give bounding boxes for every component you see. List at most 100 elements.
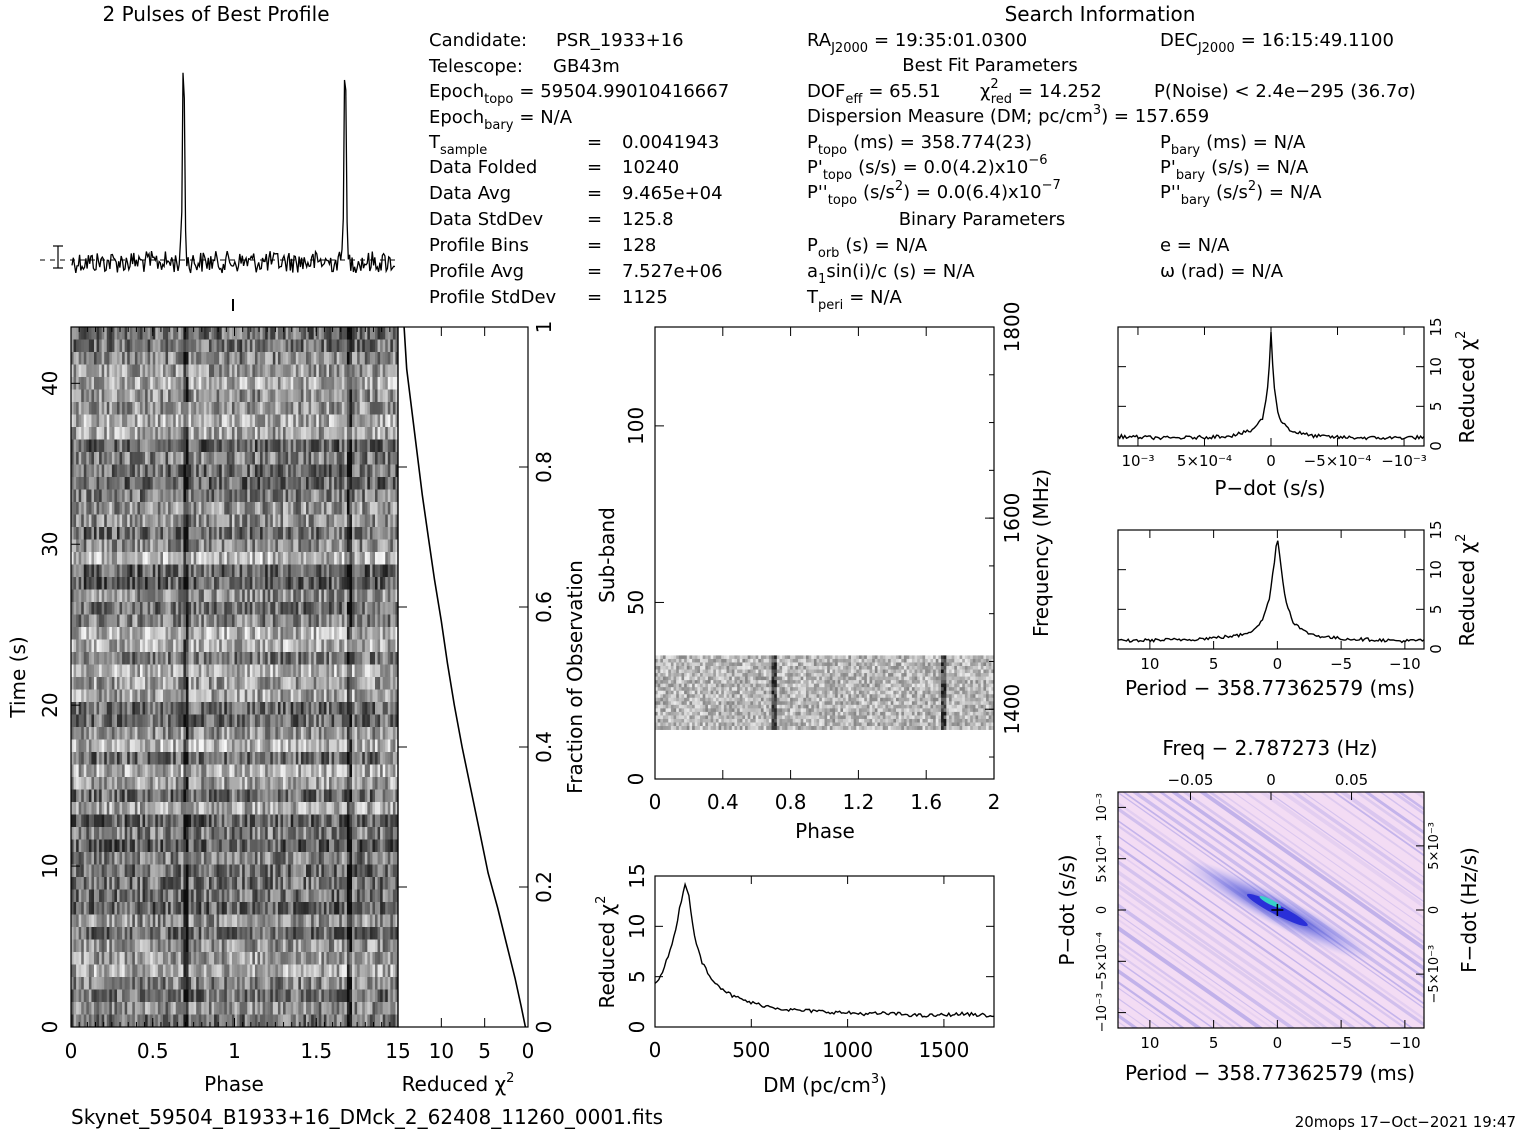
time-phase-cell xyxy=(201,752,205,765)
time-phase-cell xyxy=(73,364,77,378)
time-phase-cell xyxy=(244,764,248,778)
time-phase-cell xyxy=(275,452,279,465)
time-phase-cell xyxy=(267,377,271,390)
time-phase-cell xyxy=(334,514,338,528)
time-phase-cell xyxy=(122,614,126,628)
time-phase-cell xyxy=(124,339,128,353)
time-phase-cell xyxy=(244,602,248,615)
time-phase-cell xyxy=(303,714,307,728)
time-phase-cell xyxy=(380,327,384,340)
time-phase-cell xyxy=(214,452,218,465)
time-phase-cell xyxy=(334,652,338,665)
time-phase-cell xyxy=(111,802,115,815)
time-phase-cell xyxy=(150,564,154,578)
time-phase-cell xyxy=(119,327,123,340)
time-phase-cell xyxy=(111,664,115,678)
time-phase-cell xyxy=(326,702,330,715)
time-phase-cell xyxy=(237,502,240,515)
stat-label-5: Profile Avg xyxy=(429,261,524,282)
time-phase-cell xyxy=(109,464,113,478)
time-phase-cell xyxy=(382,439,386,453)
time-phase-cell xyxy=(78,727,82,740)
time-phase-cell xyxy=(122,364,126,378)
time-phase-cell xyxy=(214,489,218,503)
time-phase-cell xyxy=(99,352,103,365)
time-phase-cell xyxy=(265,514,269,528)
time-phase-cell xyxy=(216,377,220,390)
time-phase-cell xyxy=(96,589,100,603)
time-phase-cell xyxy=(216,777,220,790)
time-phase-cell xyxy=(114,702,118,715)
time-phase-cell xyxy=(247,727,251,740)
time-phase-cell xyxy=(308,439,312,453)
time-phase-cell xyxy=(387,727,391,740)
time-phase-cell xyxy=(367,614,371,628)
time-phase-cell xyxy=(349,414,353,428)
time-phase-cell xyxy=(78,764,82,778)
time-phase-cell xyxy=(157,327,161,340)
time-phase-cell xyxy=(111,589,115,603)
time-phase-cell xyxy=(208,352,212,365)
time-phase-cell xyxy=(162,339,166,353)
time-phase-cell xyxy=(124,627,128,640)
time-phase-cell xyxy=(208,764,212,778)
time-phase-cell xyxy=(326,389,330,403)
time-phase-cell xyxy=(364,614,368,628)
time-phase-cell xyxy=(73,527,77,540)
time-phase-cell xyxy=(285,527,289,540)
time-phase-cell xyxy=(306,677,309,690)
time-phase-cell xyxy=(298,602,302,615)
time-phase-cell xyxy=(318,539,322,553)
time-phase-cell xyxy=(175,452,179,465)
time-phase-cell xyxy=(377,639,381,653)
time-phase-cell xyxy=(395,339,398,353)
time-phase-cell xyxy=(313,402,317,415)
time-phase-cell xyxy=(311,477,315,490)
time-phase-cell xyxy=(155,627,159,640)
time-phase-cell xyxy=(385,652,389,665)
time-phase-cell xyxy=(219,789,223,803)
time-phase-cell xyxy=(221,589,225,603)
time-phase-cell xyxy=(321,552,325,565)
time-phase-cell xyxy=(129,427,133,440)
time-phase-cell xyxy=(198,489,202,503)
time-phase-cell xyxy=(168,339,172,353)
time-phase-cell xyxy=(390,602,394,615)
time-phase-cell xyxy=(93,489,97,503)
time-phase-cell xyxy=(221,764,225,778)
time-phase-cell xyxy=(109,427,113,440)
time-phase-cell xyxy=(323,639,327,653)
time-phase-cell xyxy=(390,614,394,628)
time-phase-cell xyxy=(147,614,151,628)
time-phase-cell xyxy=(152,339,156,353)
time-phase-cell xyxy=(239,327,243,340)
time-phase-cell xyxy=(290,664,294,678)
time-phase-cell xyxy=(86,589,90,603)
time-phase-cell xyxy=(369,714,373,728)
time-phase-cell xyxy=(208,377,212,390)
time-phase-cell xyxy=(385,714,389,728)
time-phase-cell xyxy=(180,739,184,753)
time-phase-cell xyxy=(193,377,197,390)
time-phase-cell xyxy=(321,389,325,403)
time-phase-cell xyxy=(91,577,95,590)
time-phase-cell xyxy=(150,777,154,790)
time-phase-cell xyxy=(134,727,138,740)
time-phase-cell xyxy=(380,702,384,715)
time-phase-cell xyxy=(91,452,95,465)
time-phase-cell xyxy=(339,464,343,478)
time-phase-cell xyxy=(306,514,309,528)
time-phase-cell xyxy=(99,789,103,803)
time-phase-cell xyxy=(252,802,256,815)
time-phase-cell xyxy=(219,477,223,490)
time-phase-cell xyxy=(116,627,120,640)
time-phase-cell xyxy=(311,677,315,690)
time-phase-cell xyxy=(382,714,386,728)
time-phase-cell xyxy=(106,539,110,553)
time-phase-cell xyxy=(101,552,105,565)
time-phase-cell xyxy=(244,389,248,403)
time-phase-cell xyxy=(208,339,212,353)
time-phase-cell xyxy=(81,714,85,728)
time-phase-cell xyxy=(316,602,320,615)
time-phase-cell xyxy=(344,702,348,715)
